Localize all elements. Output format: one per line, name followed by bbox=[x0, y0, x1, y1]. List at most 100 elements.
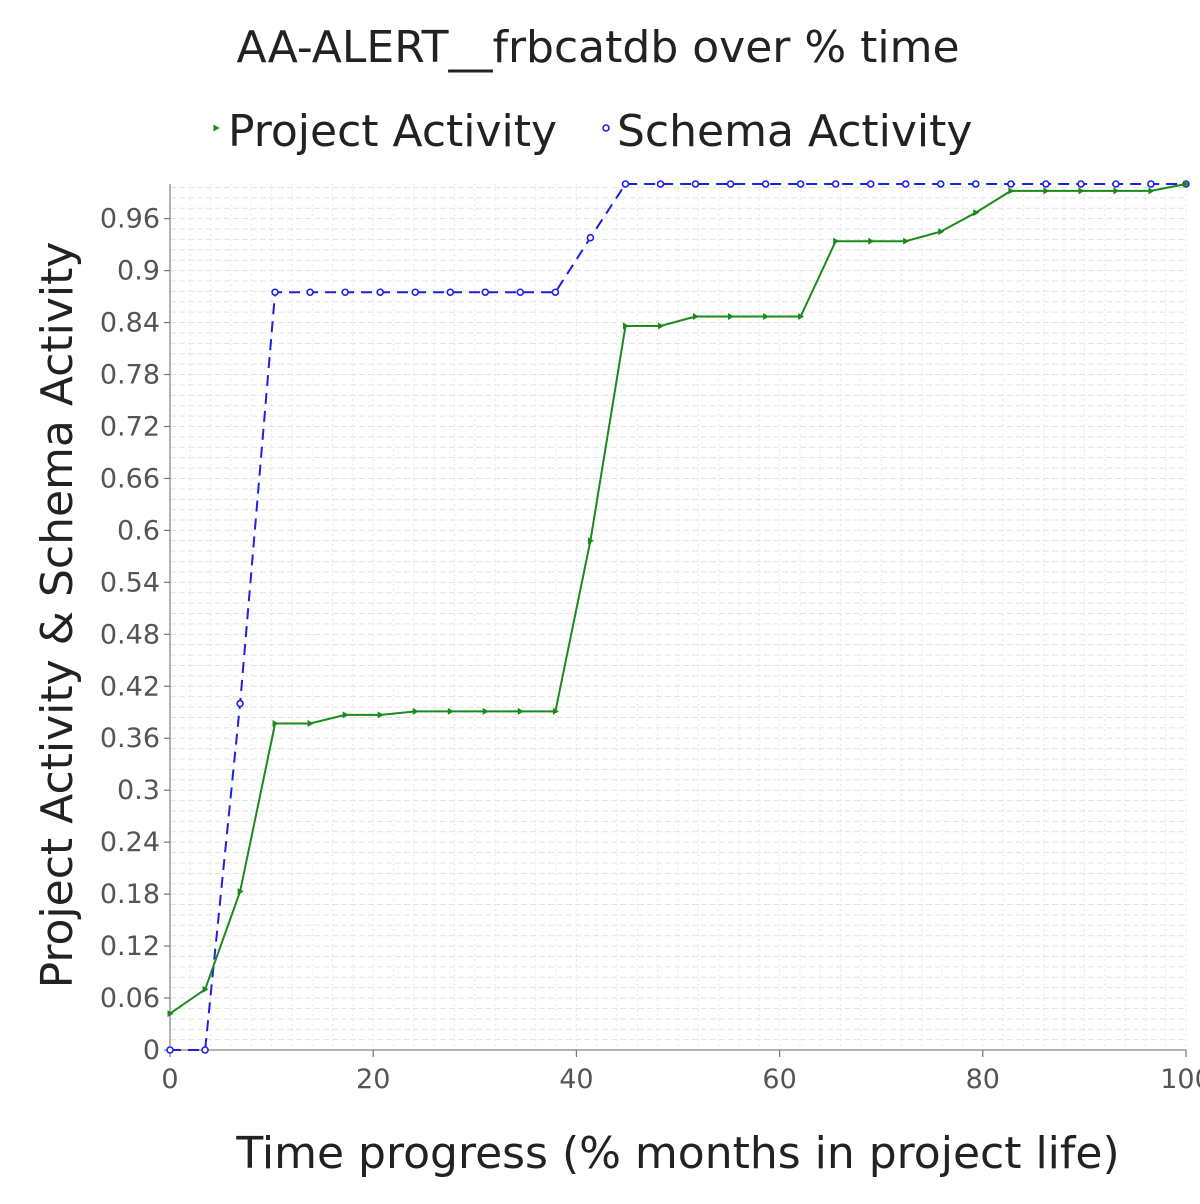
data-point-triangle bbox=[763, 312, 770, 320]
data-point-triangle bbox=[482, 707, 489, 715]
legend-label: Project Activity bbox=[228, 106, 557, 157]
legend-label: Schema Activity bbox=[617, 106, 972, 157]
data-point-circle bbox=[936, 180, 945, 188]
x-tick-label: 40 bbox=[559, 1064, 593, 1095]
y-tick-label: 0.6 bbox=[117, 515, 160, 546]
data-point-triangle bbox=[798, 312, 805, 320]
data-point-circle bbox=[201, 1046, 209, 1054]
data-point-circle bbox=[586, 233, 595, 242]
legend-item: Schema Activity bbox=[602, 106, 972, 157]
data-point-triangle bbox=[587, 537, 594, 545]
data-point-circle bbox=[602, 124, 610, 132]
data-point-circle bbox=[761, 180, 770, 188]
data-point-triangle bbox=[1113, 187, 1120, 195]
data-point-triangle bbox=[517, 707, 524, 715]
data-point-triangle bbox=[1043, 187, 1050, 195]
data-point-circle bbox=[446, 288, 455, 297]
y-tick-label: 0.66 bbox=[100, 463, 160, 494]
data-point-triangle bbox=[412, 707, 419, 715]
legend: Project Activity Schema Activity bbox=[213, 106, 972, 157]
data-point-circle bbox=[866, 180, 875, 188]
data-point-circle bbox=[691, 180, 700, 188]
data-point-circle bbox=[1007, 180, 1015, 188]
data-point-circle bbox=[831, 180, 840, 188]
y-tick-label: 0.54 bbox=[100, 567, 160, 598]
y-axis-title: Project Activity & Schema Activity bbox=[32, 242, 83, 989]
y-axis-ticks: 0 0.06 0.12 0.18 0.24 0.3 0.36 0.42 0.48 0.54 0.6 0… bbox=[100, 204, 170, 1066]
data-point-triangle bbox=[237, 888, 244, 896]
y-tick-label: 0.18 bbox=[100, 879, 160, 910]
data-point-triangle bbox=[728, 312, 735, 320]
data-point-triangle bbox=[272, 720, 279, 728]
data-point-triangle bbox=[692, 312, 699, 320]
data-point-circle bbox=[656, 180, 665, 188]
data-point-triangle bbox=[213, 124, 220, 132]
x-tick-label: 80 bbox=[966, 1064, 1000, 1095]
data-point-triangle bbox=[1078, 187, 1085, 195]
data-point-circle bbox=[236, 699, 244, 708]
y-tick-label: 0.72 bbox=[100, 411, 160, 442]
y-tick-label: 0.3 bbox=[117, 775, 160, 806]
data-point-circle bbox=[1042, 180, 1050, 188]
x-axis-title: Time progress (% months in project life) bbox=[235, 1128, 1119, 1179]
data-point-circle bbox=[621, 180, 630, 188]
y-tick-label: 0.42 bbox=[100, 671, 160, 702]
data-point-triangle bbox=[938, 228, 945, 236]
data-point-circle bbox=[166, 1046, 174, 1054]
data-point-circle bbox=[1147, 180, 1155, 188]
y-tick-label: 0.96 bbox=[100, 204, 160, 235]
y-tick-label: 0 bbox=[143, 1035, 160, 1066]
data-point-circle bbox=[971, 180, 980, 188]
data-point-circle bbox=[411, 288, 420, 297]
data-point-triangle bbox=[167, 1010, 174, 1018]
x-tick-label: 100 bbox=[1160, 1064, 1200, 1095]
y-tick-label: 0.36 bbox=[100, 723, 160, 754]
data-point-triangle bbox=[833, 237, 840, 245]
x-axis-ticks: 0 20 40 60 80 100 bbox=[161, 1050, 1200, 1095]
chart-title: AA-ALERT__frbcatdb over % time bbox=[236, 22, 959, 73]
data-point-triangle bbox=[868, 237, 875, 245]
data-point-triangle bbox=[903, 237, 910, 245]
data-point-triangle bbox=[973, 209, 980, 217]
x-tick-label: 20 bbox=[356, 1064, 390, 1095]
data-point-triangle bbox=[377, 711, 384, 719]
series-schema-activity bbox=[166, 180, 1190, 1054]
data-point-triangle bbox=[552, 707, 559, 715]
y-tick-label: 0.9 bbox=[117, 256, 160, 287]
y-tick-label: 0.84 bbox=[100, 308, 160, 339]
grid bbox=[169, 184, 1187, 1051]
data-point-triangle bbox=[1148, 187, 1155, 195]
data-point-circle bbox=[481, 288, 490, 297]
data-point-circle bbox=[1112, 180, 1120, 188]
series-layer bbox=[166, 180, 1190, 1054]
data-point-circle bbox=[1077, 180, 1085, 188]
data-point-circle bbox=[341, 288, 349, 297]
legend-item: Project Activity bbox=[213, 106, 557, 157]
data-point-triangle bbox=[1183, 180, 1190, 188]
data-point-triangle bbox=[622, 322, 629, 330]
y-tick-label: 0.24 bbox=[100, 827, 160, 858]
x-tick-label: 0 bbox=[161, 1064, 178, 1095]
data-point-triangle bbox=[202, 985, 209, 993]
x-tick-label: 60 bbox=[762, 1064, 796, 1095]
data-point-triangle bbox=[658, 322, 665, 330]
data-point-circle bbox=[726, 180, 735, 188]
data-point-triangle bbox=[1008, 187, 1015, 195]
axes bbox=[169, 184, 1186, 1051]
data-point-circle bbox=[376, 288, 385, 297]
data-point-circle bbox=[796, 180, 805, 188]
y-tick-label: 0.06 bbox=[100, 983, 160, 1014]
data-point-circle bbox=[306, 288, 314, 297]
series-line bbox=[169, 183, 1187, 1015]
data-point-circle bbox=[551, 288, 560, 297]
data-point-circle bbox=[516, 288, 525, 297]
y-tick-label: 0.12 bbox=[100, 931, 160, 962]
data-point-triangle bbox=[307, 720, 314, 728]
data-point-circle bbox=[271, 288, 279, 297]
y-tick-label: 0.78 bbox=[100, 360, 160, 391]
series-project-activity bbox=[167, 180, 1190, 1018]
data-point-circle bbox=[901, 180, 910, 188]
